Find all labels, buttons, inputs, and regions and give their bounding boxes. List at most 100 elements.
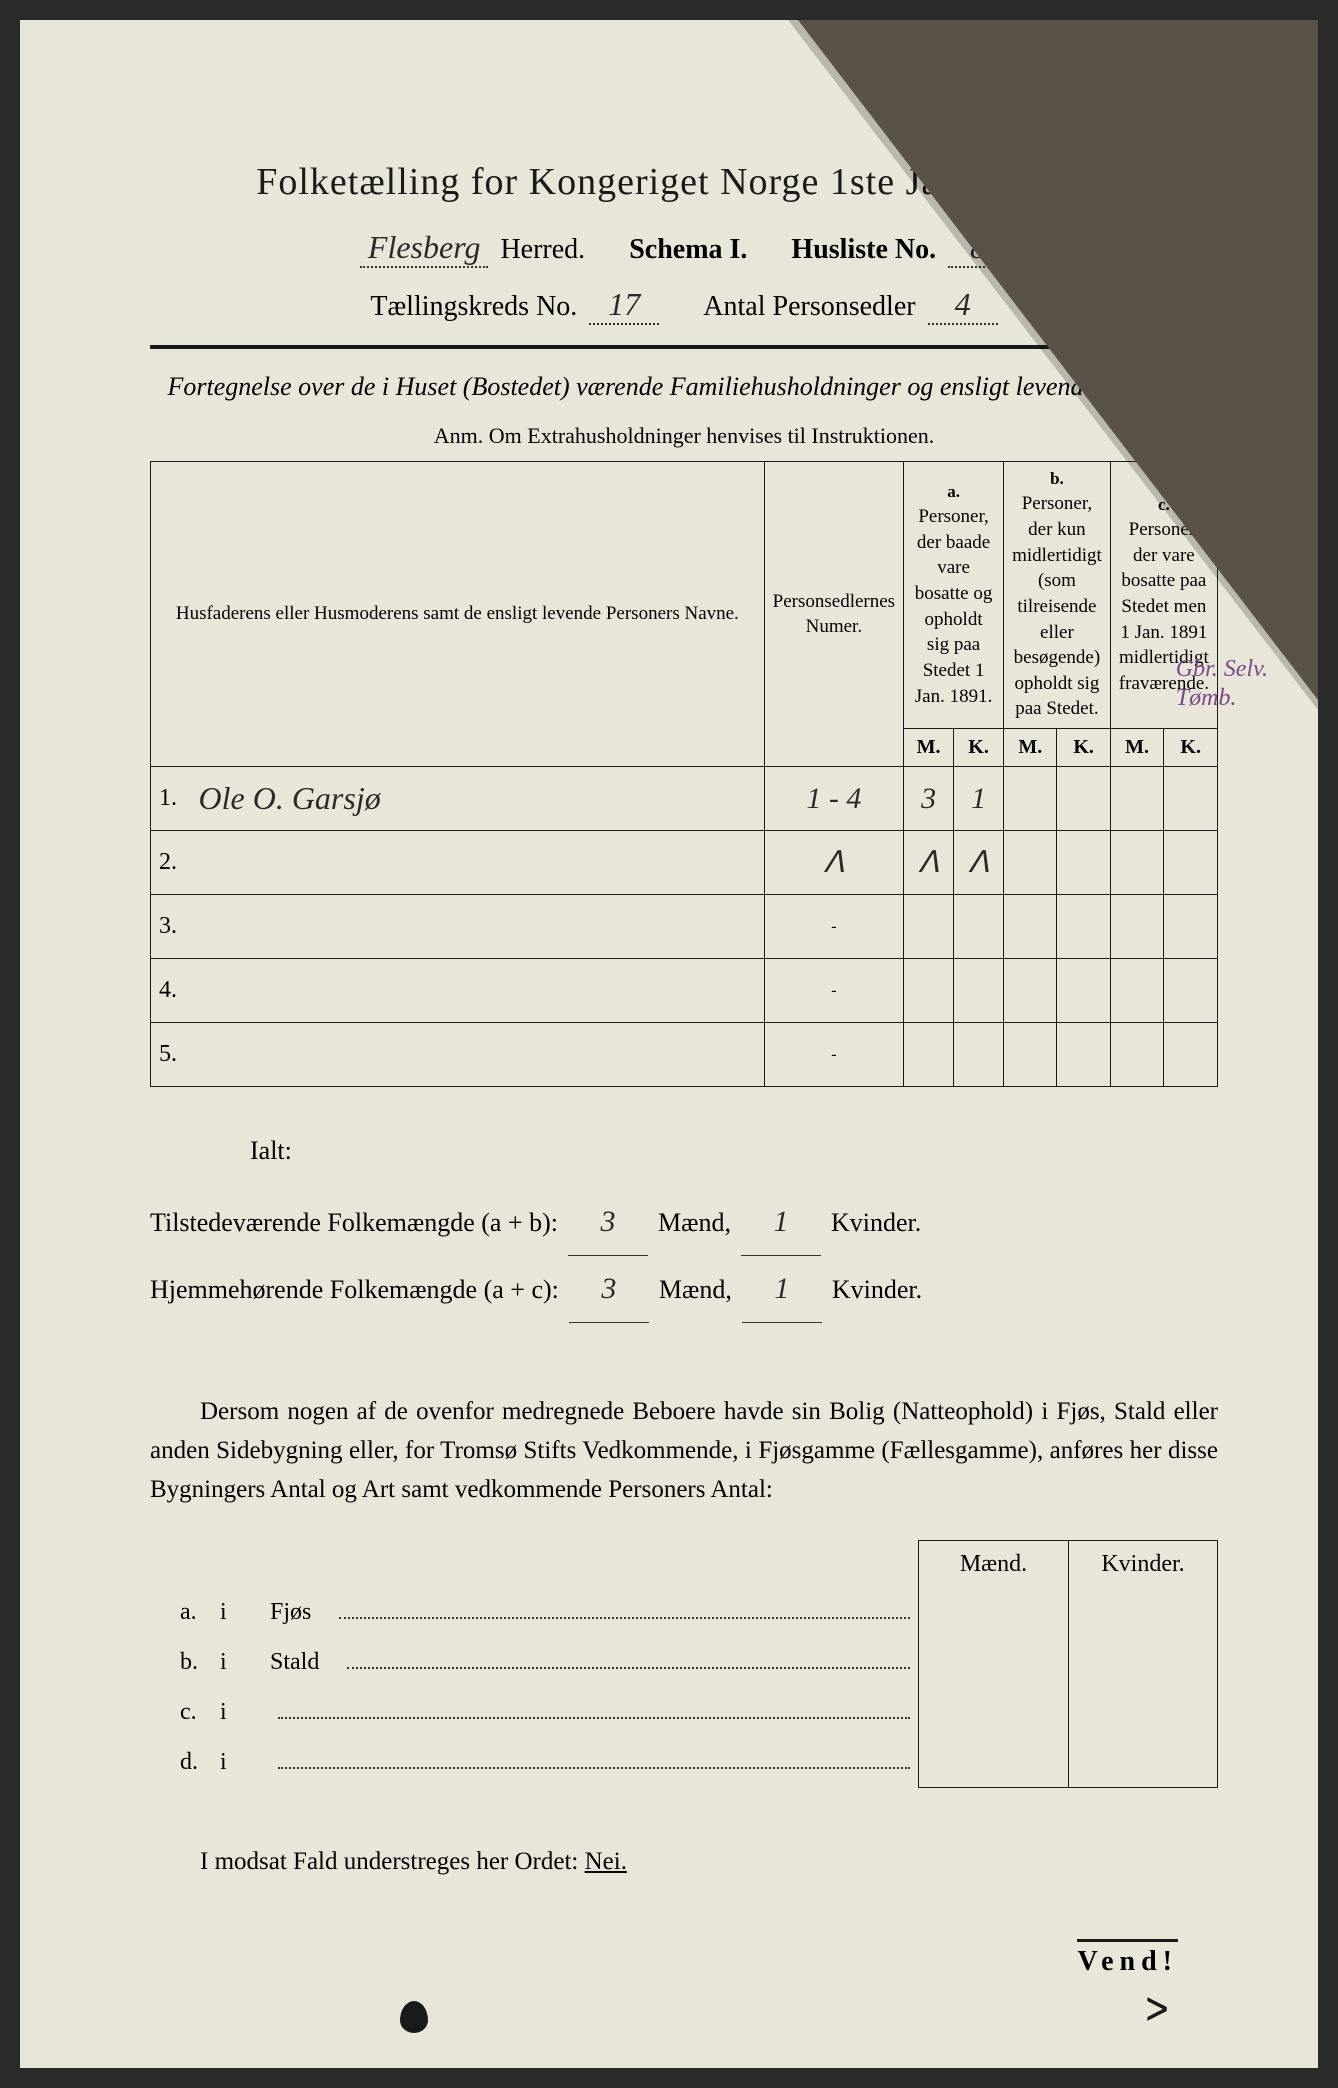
row-a-m: [904, 959, 954, 1023]
totals-line1-k: 1: [741, 1189, 821, 1256]
building-name: Fjøs: [270, 1599, 311, 1626]
totals-row-1: Tilstedeværende Folkemængde (a + b): 3 M…: [150, 1189, 1218, 1256]
buildings-row: c. i: [150, 1688, 1218, 1738]
small-mark: ᐳ: [1146, 1993, 1168, 2028]
building-mand-val: [918, 1688, 1068, 1738]
totals-row-2: Hjemmehørende Folkemængde (a + c): 3 Mæn…: [150, 1256, 1218, 1323]
row-a-m: [904, 895, 954, 959]
c-m-label: M.: [1110, 729, 1164, 767]
nei-prefix: I modsat Fald understreges her Ordet:: [200, 1848, 585, 1875]
table-row: 2. ᐱ ᐱ ᐱ: [151, 831, 1218, 895]
purple-annotation: Gbr. Selv. Tømb.: [1176, 655, 1268, 713]
totals-line2-label: Hjemmehørende Folkemængde (a + c):: [150, 1261, 559, 1318]
table-row: 5. -: [151, 1023, 1218, 1087]
row-c-m: [1110, 767, 1164, 831]
dots: [347, 1667, 910, 1669]
a-m-label: M.: [904, 729, 954, 767]
row-numer: -: [764, 895, 903, 959]
row-b-m: [1004, 895, 1057, 959]
row-num: 4.: [151, 959, 191, 1023]
building-kvinder-val: [1068, 1738, 1218, 1788]
row-b-k: [1057, 1023, 1110, 1087]
table-row: 3. -: [151, 895, 1218, 959]
row-a-k: [954, 1023, 1004, 1087]
row-c-k: [1164, 959, 1218, 1023]
row-b-k: [1057, 959, 1110, 1023]
row-b-k: [1057, 767, 1110, 831]
dots: [339, 1617, 910, 1619]
totals-line2-k: 1: [742, 1256, 822, 1323]
row-a-m: [904, 1023, 954, 1087]
vend-label: Vend!: [1077, 1939, 1178, 1978]
row-b-m: [1004, 959, 1057, 1023]
row-num: 2.: [151, 831, 191, 895]
row-num: 1.: [151, 767, 191, 831]
building-kvinder-val: [1068, 1588, 1218, 1638]
row-name: [191, 959, 765, 1023]
kreds-label: Tællingskreds No.: [370, 291, 577, 323]
table-body: 1. Ole O. Garsjø 1 - 4 3 1 2. ᐱ ᐱ ᐱ: [151, 767, 1218, 1087]
row-a-k: 1: [954, 767, 1004, 831]
buildings-header: Mænd. Kvinder.: [150, 1540, 1218, 1588]
building-i: i: [220, 1649, 250, 1676]
table-row: 4. -: [151, 959, 1218, 1023]
row-b-k: [1057, 895, 1110, 959]
census-form-page: Folketælling for Kongeriget Norge 1ste J…: [20, 20, 1318, 2068]
col1-header-text: Husfaderens eller Husmoderens samt de en…: [176, 603, 739, 624]
building-mand-val: [918, 1638, 1068, 1688]
herred-value: Flesberg: [360, 229, 489, 268]
row-a-k: ᐱ: [954, 831, 1004, 895]
buildings-kvinder-header: Kvinder.: [1068, 1540, 1218, 1588]
building-kvinder-val: [1068, 1638, 1218, 1688]
mand-label: Mænd,: [659, 1261, 732, 1318]
row-a-m: 3: [904, 767, 954, 831]
row-a-k: [954, 895, 1004, 959]
purple-line2: Tømb.: [1176, 684, 1268, 713]
buildings-table: Mænd. Kvinder. a. i Fjøs b. i Stald: [150, 1540, 1218, 1788]
corner-fold: [798, 20, 1318, 700]
col1-header: Husfaderens eller Husmoderens samt de en…: [151, 462, 765, 767]
row-numer: -: [764, 959, 903, 1023]
row-c-k: [1164, 895, 1218, 959]
buildings-mand-header: Mænd.: [918, 1540, 1068, 1588]
table-row: 1. Ole O. Garsjø 1 - 4 3 1: [151, 767, 1218, 831]
row-c-m: [1110, 959, 1164, 1023]
row-b-m: [1004, 767, 1057, 831]
a-k-label: K.: [954, 729, 1004, 767]
ink-blot: [400, 2001, 428, 2033]
row-b-m: [1004, 1023, 1057, 1087]
b-k-label: K.: [1057, 729, 1110, 767]
building-letter: c.: [150, 1699, 200, 1726]
row-b-k: [1057, 831, 1110, 895]
dots: [278, 1717, 910, 1719]
row-a-m: ᐱ: [904, 831, 954, 895]
row-c-k: [1164, 831, 1218, 895]
totals-line1-m: 3: [568, 1189, 648, 1256]
row-name: [191, 895, 765, 959]
row-name: Ole O. Garsjø: [191, 767, 765, 831]
schema-label: Schema I.: [629, 234, 747, 266]
building-letter: d.: [150, 1749, 200, 1776]
row-num: 5.: [151, 1023, 191, 1087]
herred-label: Herred.: [500, 234, 585, 266]
buildings-row: b. i Stald: [150, 1638, 1218, 1688]
totals-line1-label: Tilstedeværende Folkemængde (a + b):: [150, 1194, 558, 1251]
building-mand-val: [918, 1738, 1068, 1788]
totals-section: Ialt: Tilstedeværende Folkemængde (a + b…: [150, 1122, 1218, 1323]
building-i: i: [220, 1599, 250, 1626]
row-numer: -: [764, 1023, 903, 1087]
totals-line2-m: 3: [569, 1256, 649, 1323]
row-name: [191, 831, 765, 895]
buildings-row: d. i: [150, 1738, 1218, 1788]
row-numer: ᐱ: [764, 831, 903, 895]
row-a-k: [954, 959, 1004, 1023]
row-num: 3.: [151, 895, 191, 959]
building-name: Stald: [270, 1649, 319, 1676]
ialt-label: Ialt:: [250, 1122, 1218, 1179]
c-k-label: K.: [1164, 729, 1218, 767]
row-name: [191, 1023, 765, 1087]
mand-label: Mænd,: [658, 1194, 731, 1251]
row-c-m: [1110, 831, 1164, 895]
row-c-k: [1164, 767, 1218, 831]
buildings-row: a. i Fjøs: [150, 1588, 1218, 1638]
